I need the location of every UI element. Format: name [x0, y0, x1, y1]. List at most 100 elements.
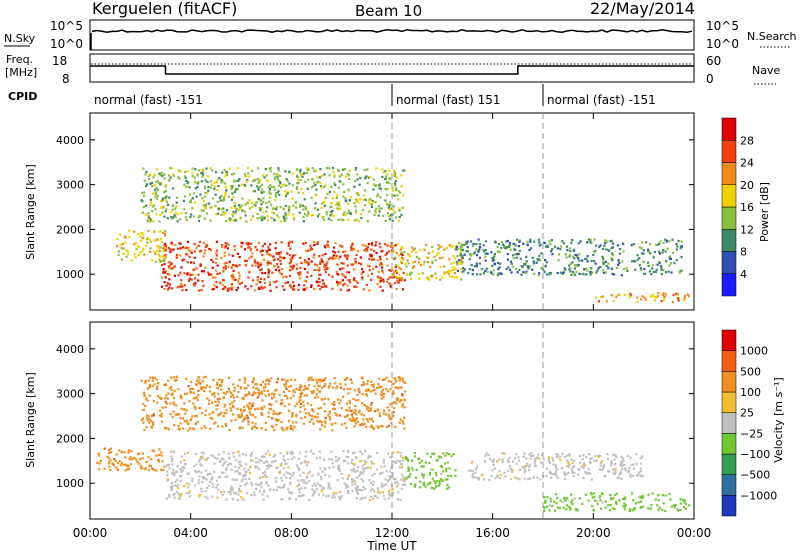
heatmap-cell [401, 206, 404, 209]
heatmap-cell [577, 257, 580, 260]
heatmap-cell [622, 497, 625, 500]
x-tick-label: 20:00 [576, 526, 611, 540]
heatmap-cell [245, 387, 248, 390]
heatmap-cell [499, 262, 502, 265]
heatmap-cell [272, 265, 275, 268]
heatmap-cell [409, 482, 413, 486]
heatmap-cell [394, 184, 397, 187]
heatmap-cell [461, 257, 465, 260]
heatmap-cell [179, 271, 182, 274]
heatmap-cell [514, 457, 517, 460]
heatmap-cell [490, 474, 493, 478]
heatmap-cell [127, 465, 130, 468]
heatmap-cell [160, 206, 163, 209]
heatmap-cell [380, 207, 383, 210]
heatmap-cell [255, 383, 259, 386]
heatmap-cell [408, 272, 412, 275]
heatmap-cell [569, 250, 572, 253]
heatmap-cell [365, 466, 368, 469]
heatmap-cell [442, 452, 445, 455]
heatmap-cell [265, 379, 268, 382]
heatmap-cell [259, 209, 262, 212]
heatmap-cell [383, 393, 386, 396]
heatmap-cell [399, 455, 403, 458]
heatmap-cell [431, 261, 434, 265]
heatmap-cell [405, 273, 409, 276]
heatmap-cell [195, 267, 198, 270]
heatmap-cell [188, 490, 191, 493]
heatmap-cell [389, 269, 392, 272]
heatmap-cell [370, 418, 373, 421]
heatmap-cell [362, 248, 366, 252]
heatmap-cell [152, 220, 155, 223]
heatmap-cell [622, 504, 625, 508]
heatmap-cell [203, 187, 207, 190]
heatmap-cell [266, 467, 269, 470]
heatmap-cell [433, 255, 436, 258]
heatmap-cell [617, 293, 620, 296]
heatmap-cell [513, 248, 516, 251]
heatmap-cell [253, 425, 256, 428]
heatmap-cell [299, 170, 302, 173]
heatmap-cell [173, 492, 176, 496]
heatmap-cell [573, 471, 576, 474]
heatmap-cell [419, 248, 422, 251]
heatmap-cell [251, 190, 255, 193]
heatmap-cell [231, 192, 234, 195]
heatmap-cell [185, 482, 188, 485]
heatmap-cell [157, 182, 161, 185]
heatmap-cell [334, 412, 337, 415]
heatmap-cell [530, 454, 533, 458]
heatmap-cell [300, 174, 303, 177]
heatmap-cell [158, 453, 161, 457]
heatmap-cell [388, 282, 391, 285]
heatmap-cell [400, 277, 403, 281]
heatmap-cell [483, 460, 487, 463]
heatmap-cell [373, 472, 376, 475]
heatmap-cell [266, 389, 269, 392]
heatmap-cell [288, 205, 291, 208]
heatmap-cell [170, 455, 173, 458]
heatmap-cell [662, 299, 665, 302]
heatmap-cell [336, 280, 339, 283]
heatmap-cell [551, 253, 554, 256]
heatmap-cell [407, 467, 410, 470]
heatmap-cell [288, 208, 291, 211]
heatmap-cell [321, 421, 324, 424]
heatmap-cell [618, 499, 621, 502]
heatmap-cell [282, 390, 285, 394]
heatmap-cell [248, 408, 251, 411]
heatmap-cell [205, 469, 208, 472]
heatmap-cell [196, 173, 200, 176]
heatmap-cell [207, 456, 210, 459]
heatmap-cell [367, 379, 370, 382]
heatmap-cell [392, 273, 395, 276]
heatmap-cell [172, 174, 175, 177]
heatmap-cell [310, 378, 313, 381]
heatmap-cell [261, 392, 264, 395]
heatmap-cell [426, 483, 429, 486]
heatmap-cell [529, 457, 532, 460]
heatmap-cell [657, 509, 660, 512]
heatmap-cell [482, 244, 485, 247]
heatmap-cell [319, 181, 322, 184]
heatmap-cell [144, 173, 147, 176]
heatmap-cell [145, 170, 148, 173]
heatmap-cell [251, 215, 254, 218]
heatmap-cell [539, 243, 542, 246]
heatmap-cell [116, 468, 120, 471]
heatmap-cell [373, 490, 376, 493]
heatmap-cell [328, 167, 331, 170]
heatmap-cell [221, 180, 224, 183]
heatmap-cell [137, 233, 140, 236]
heatmap-cell [359, 497, 362, 500]
heatmap-cell [651, 492, 654, 495]
heatmap-cell [117, 253, 120, 257]
heatmap-cell [323, 200, 326, 203]
heatmap-cell [591, 457, 594, 460]
heatmap-cell [185, 179, 188, 182]
heatmap-cell [364, 198, 367, 201]
heatmap-cell [372, 183, 375, 186]
heatmap-cell [271, 271, 274, 274]
